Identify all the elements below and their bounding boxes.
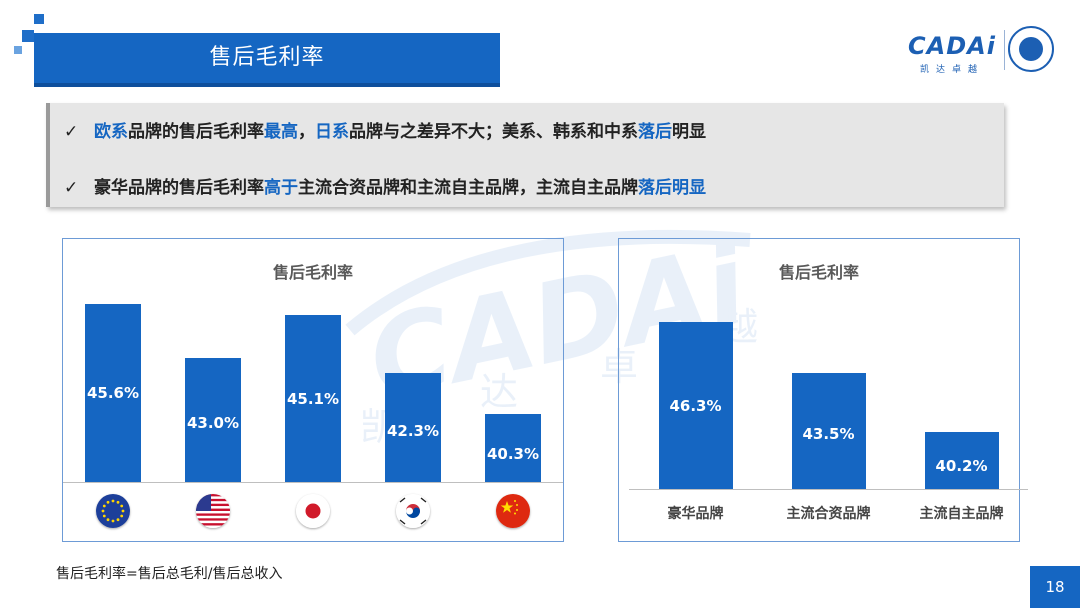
china-flag-icon: [496, 494, 530, 528]
association-seal-icon: [1008, 26, 1054, 72]
bar: [185, 358, 241, 482]
japan-flag-icon: [296, 494, 330, 528]
bar-value-label: 45.1%: [286, 389, 340, 408]
chart-title: 售后毛利率: [272, 263, 353, 282]
checkmark-icon: ✓: [64, 178, 79, 198]
chart-panel-segment: 售后毛利率 46.3% 豪华品牌 43.5% 主流合资品牌 40.2% 主流自主品牌: [618, 238, 1028, 542]
bar: [85, 304, 141, 482]
title-bar-shadow: [34, 83, 500, 87]
korea-flag-icon: [396, 494, 430, 528]
corner-decoration-square: [34, 14, 44, 24]
bar: [385, 372, 441, 482]
highlighted-text: 高于: [264, 178, 298, 198]
highlighted-text: 欧系: [94, 122, 128, 142]
category-label: 豪华品牌: [667, 506, 724, 522]
finding-text: ，: [298, 122, 315, 142]
bar-value-label: 42.3%: [386, 421, 440, 440]
chart-panel-region: 售后毛利率 45.6% 43.0% 45.1% 42.3% 40.3%: [62, 238, 564, 542]
bar: [658, 322, 733, 489]
x-axis-line: [63, 482, 563, 483]
page-number: 18: [1030, 566, 1080, 608]
company-logo: CADAi 凯达卓越: [908, 22, 1058, 82]
finding-text: 品牌的售后毛利率: [128, 122, 264, 142]
highlighted-text: 日系: [315, 122, 349, 142]
bar: [485, 413, 541, 482]
formula-footnote: 售后毛利率=售后总毛利/售后总收入: [56, 566, 283, 582]
bar-value-label: 40.2%: [935, 457, 988, 476]
bar-value-label: 45.6%: [86, 384, 140, 403]
finding-line: ✓ 豪华品牌的售后毛利率高于主流合资品牌和主流自主品牌，主流自主品牌落后明显: [64, 175, 706, 201]
key-findings-box: ✓ 欧系品牌的售后毛利率最高，日系品牌与之差异不大；美系、韩系和中系落后明显 ✓ 豪…: [46, 103, 1004, 207]
bar-value-label: 40.3%: [486, 444, 540, 463]
corner-decoration-square: [22, 30, 34, 42]
eu-flag-icon: [96, 494, 130, 528]
highlighted-text: 落后明显: [638, 178, 706, 198]
bar-value-label: 43.5%: [802, 424, 855, 443]
us-flag-icon: [196, 494, 230, 528]
checkmark-icon: ✓: [64, 122, 79, 142]
logo-wordmark: CADAi: [908, 32, 996, 60]
bar-value-label: 43.0%: [186, 413, 240, 432]
key-findings-edge: [46, 103, 50, 207]
title-bar: 售后毛利率: [34, 33, 500, 87]
highlighted-text: 落后: [638, 122, 672, 142]
corner-decoration-square: [14, 46, 22, 54]
logo-subtitle: 凯达卓越: [919, 65, 984, 75]
bar: [924, 431, 999, 489]
x-axis-line: [629, 489, 1028, 490]
finding-line: ✓ 欧系品牌的售后毛利率最高，日系品牌与之差异不大；美系、韩系和中系落后明显: [64, 119, 706, 145]
finding-text: 品牌与之差异不大；美系、韩系和中系: [349, 122, 638, 142]
finding-text: 明显: [672, 122, 706, 142]
highlighted-text: 最高: [264, 122, 298, 142]
bar: [791, 372, 866, 489]
finding-text: 豪华品牌的售后毛利率: [94, 178, 264, 198]
bar: [285, 314, 341, 482]
logo-divider: [1004, 30, 1005, 70]
page-title: 售后毛利率: [209, 45, 325, 70]
category-label: 主流自主品牌: [919, 506, 1004, 522]
chart-title: 售后毛利率: [778, 263, 859, 282]
category-label: 主流合资品牌: [786, 506, 871, 522]
finding-text: 主流合资品牌和主流自主品牌，主流自主品牌: [298, 178, 638, 198]
bar-value-label: 46.3%: [669, 397, 722, 416]
